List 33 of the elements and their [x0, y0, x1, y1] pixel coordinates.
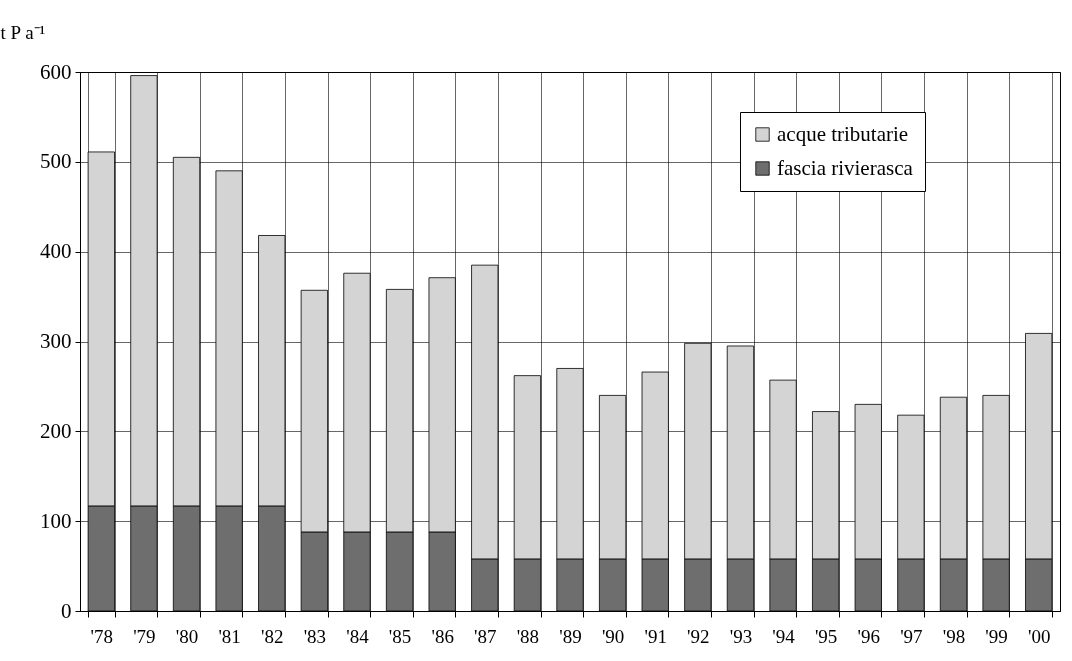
y-tick-label: 600 [40, 59, 72, 84]
x-tick-label: '88 [516, 625, 540, 647]
x-tick-label: '85 [388, 625, 412, 647]
y-tick-label: 0 [61, 598, 72, 623]
x-tick-label: '97 [900, 625, 923, 647]
x-tick-label: '95 [814, 625, 838, 647]
y-tick-label: 300 [40, 329, 72, 353]
x-tick-label: '79 [133, 625, 156, 647]
y-tick-label: 400 [40, 239, 72, 264]
x-tick-label: '78 [90, 625, 114, 647]
y-tick-label: 100 [40, 508, 72, 533]
x-tick-label: '94 [772, 625, 796, 647]
x-tick-label: '84 [346, 625, 370, 647]
y-axis-title: t P a⁻¹ [0, 21, 46, 43]
x-tick-label: '80 [175, 625, 199, 647]
x-tick-label: '96 [857, 625, 880, 647]
x-tick-label: '91 [644, 625, 667, 647]
x-tick-label: '00 [1027, 625, 1051, 647]
y-tick-label: 200 [40, 418, 72, 443]
x-tick-label: '82 [261, 625, 284, 647]
x-tick-label: '92 [687, 625, 710, 647]
x-tick-label: '99 [985, 625, 1008, 647]
y-tick-label: 500 [40, 149, 72, 174]
legend-label: fascia rivierasca [777, 155, 914, 180]
x-tick-label: '83 [303, 625, 327, 647]
x-tick-label: '86 [431, 625, 454, 647]
legend-label: acque tributarie [777, 121, 909, 146]
x-tick-label: '90 [601, 625, 625, 647]
x-tick-label: '93 [729, 625, 753, 647]
x-tick-label: '98 [942, 625, 966, 647]
x-tick-label: '87 [474, 625, 497, 647]
x-tick-label: '81 [218, 625, 241, 647]
x-tick-label: '89 [559, 625, 582, 647]
